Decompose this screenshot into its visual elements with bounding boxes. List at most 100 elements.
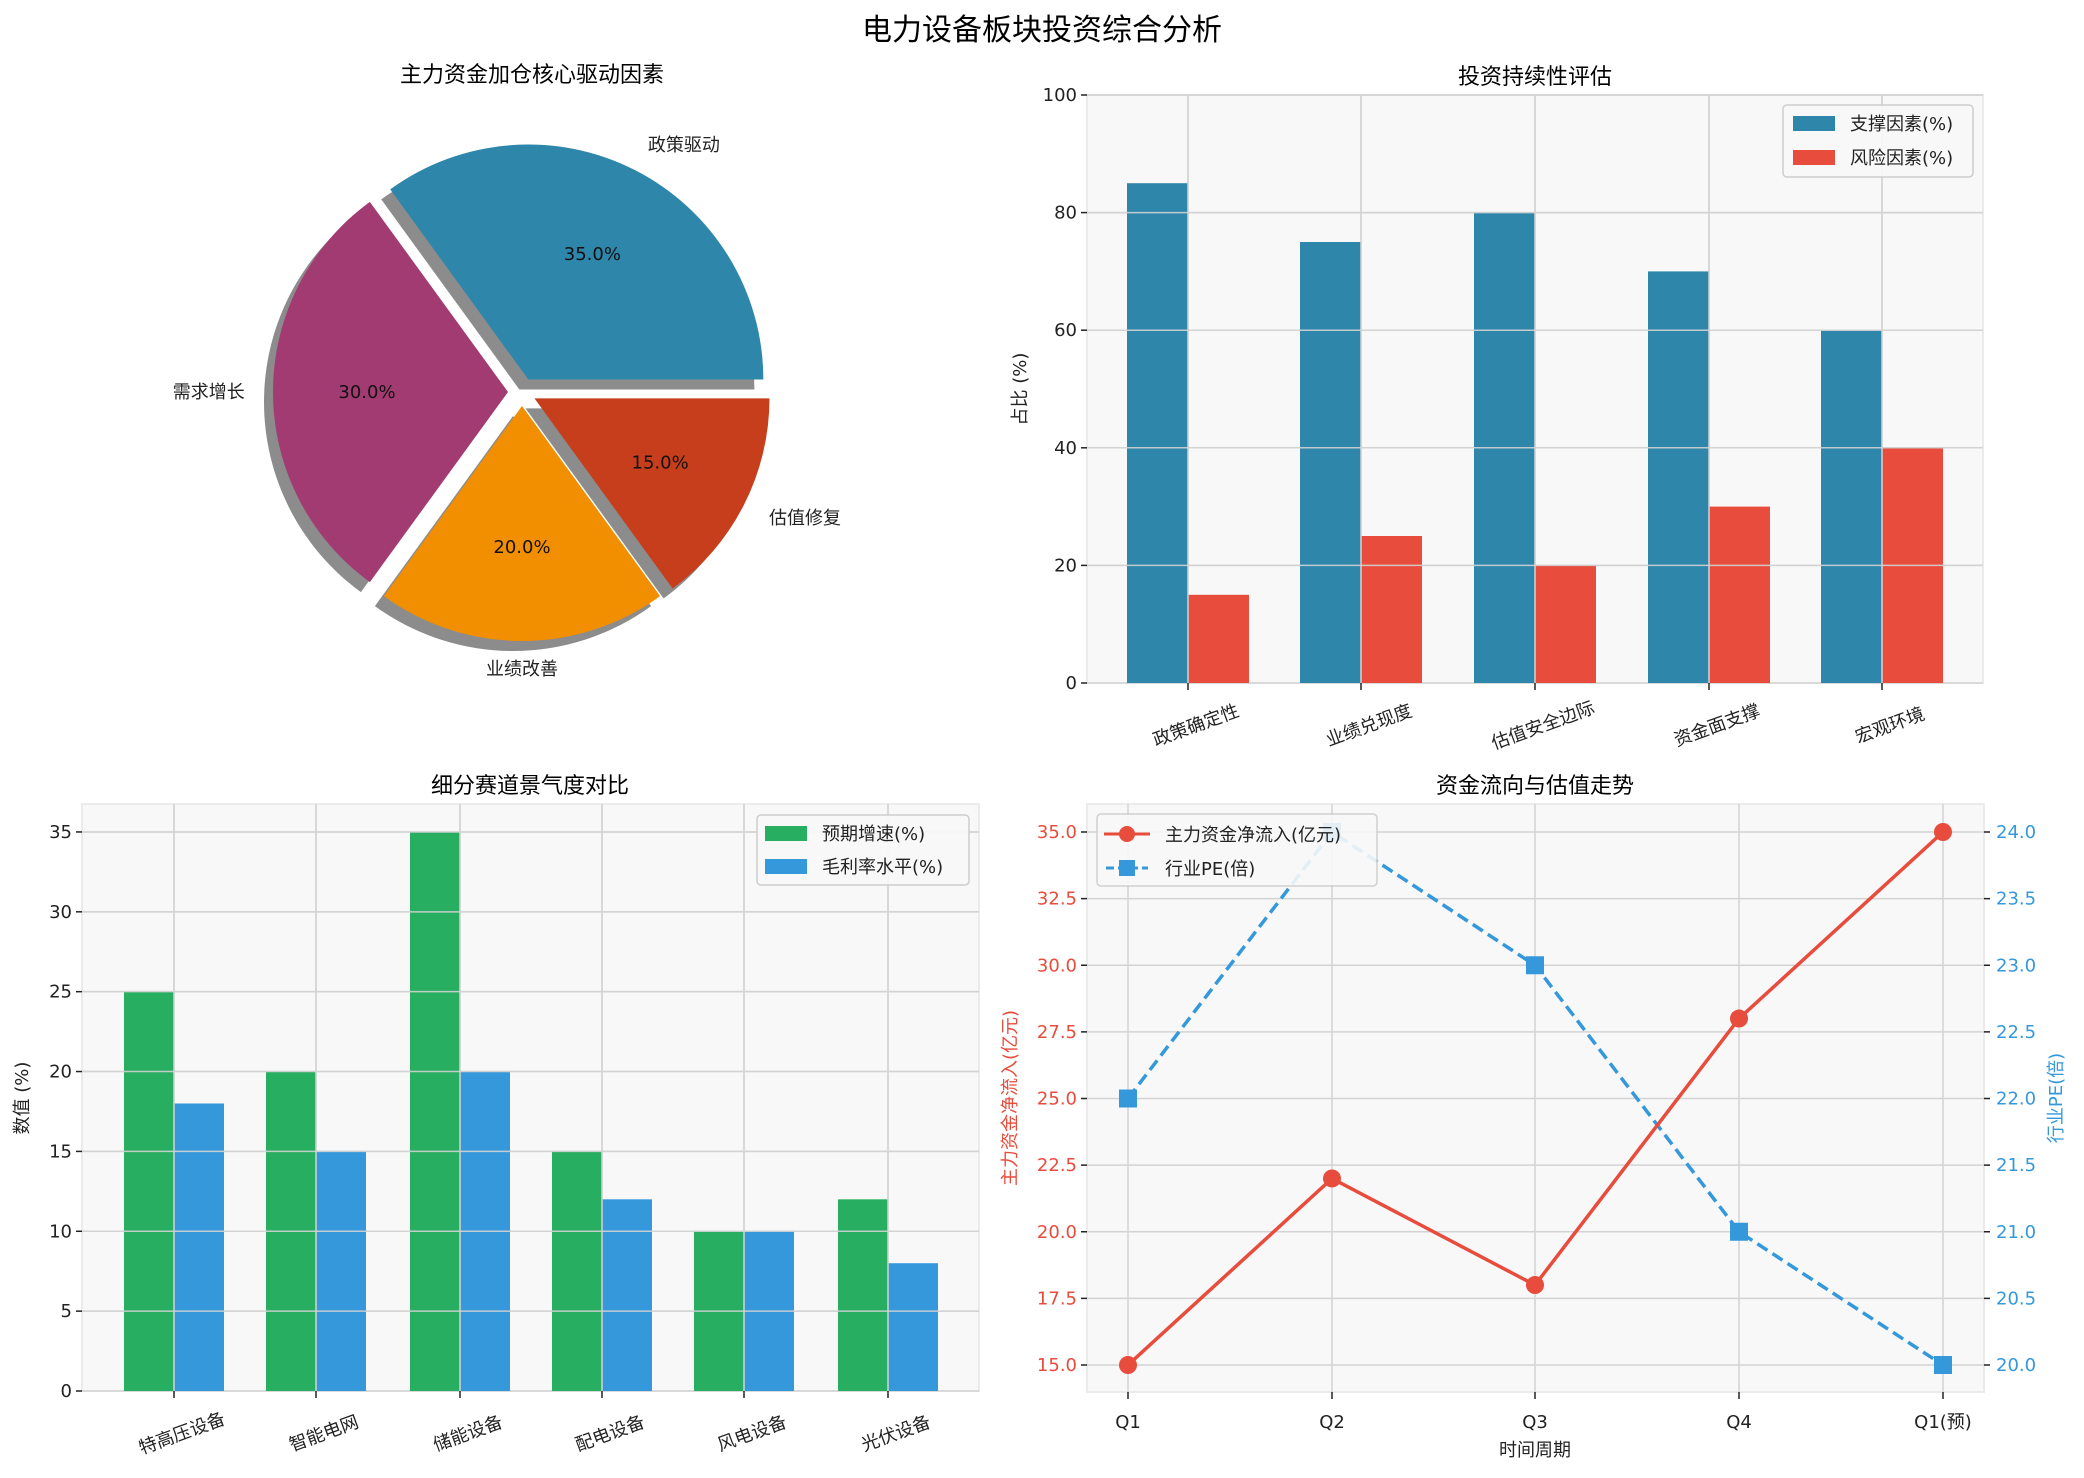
y-right-tick-label: 23.0	[1996, 955, 2036, 976]
y-tick-label: 5	[61, 1301, 72, 1322]
pie-slice-3	[534, 398, 770, 589]
y-tick-label: 35	[49, 822, 72, 843]
x-tick-label: Q1	[1115, 1412, 1141, 1433]
pie-category-label: 业绩改善	[486, 659, 558, 680]
y-tick-label: 20	[49, 1062, 72, 1083]
bar	[1361, 536, 1422, 683]
pie-pct-label: 30.0%	[338, 382, 395, 403]
legend-label-pe: 行业PE(倍)	[1165, 859, 1255, 880]
bar	[1648, 271, 1709, 683]
pie-slices	[264, 144, 770, 652]
bar	[602, 1199, 652, 1391]
y-tick-label: 15	[49, 1141, 72, 1162]
bar	[838, 1199, 888, 1391]
pie-slice-2	[383, 406, 661, 642]
x-tick-label: Q4	[1726, 1412, 1752, 1433]
x-tick-label: 业绩兑现度	[1323, 701, 1415, 752]
pie-title: 主力资金加仓核心驱动因素	[400, 63, 664, 88]
line-ylabel-left: 主力资金净流入(亿元)	[1000, 1010, 1021, 1186]
pie-category-label: 政策驱动	[648, 135, 720, 156]
pie-pct-label: 35.0%	[564, 244, 621, 265]
pie-labels: 35.0% 政策驱动 30.0% 需求增长 20.0% 业绩改善 15.0% 估值修复	[173, 135, 841, 680]
y-right-tick-label: 22.5	[1996, 1022, 2036, 1043]
bar	[1709, 506, 1770, 683]
inflow-marker	[1934, 823, 1952, 841]
y-right-tick-label: 22.0	[1996, 1089, 2036, 1110]
bar	[888, 1263, 938, 1391]
y-left-tick-label: 22.5	[1037, 1155, 1077, 1176]
y-left-tick-label: 30.0	[1037, 955, 1077, 976]
y-tick-label: 60	[1054, 320, 1077, 341]
x-tick-label: 资金面支撑	[1671, 701, 1763, 752]
pe-marker	[1934, 1356, 1952, 1374]
bar	[410, 831, 460, 1391]
y-left-tick-label: 32.5	[1037, 889, 1077, 910]
y-tick-label: 10	[49, 1221, 72, 1242]
y-tick-label: 100	[1043, 85, 1077, 106]
y-right-tick-label: 24.0	[1996, 822, 2036, 843]
bar	[1188, 594, 1249, 683]
y-tick-label: 25	[49, 982, 72, 1003]
pie-slice-1	[273, 201, 508, 583]
y-right-tick-label: 20.0	[1996, 1355, 2036, 1376]
inflow-marker	[1730, 1009, 1748, 1028]
bar	[316, 1151, 366, 1391]
x-tick-label: Q3	[1522, 1412, 1548, 1433]
y-right-tick-label: 21.0	[1996, 1222, 2036, 1243]
bar	[552, 1151, 602, 1391]
bar	[1535, 565, 1596, 683]
y-right-tick-label: 20.5	[1996, 1288, 2036, 1309]
y-right-tick-label: 23.5	[1996, 889, 2036, 910]
bar2-plot-area	[81, 803, 980, 1392]
y-tick-label: 80	[1054, 203, 1077, 224]
bar2-ylabel: 数值 (%)	[12, 1062, 33, 1135]
line-title: 资金流向与估值走势	[1436, 774, 1634, 799]
bar	[174, 1103, 224, 1391]
segment-bar-chart: 细分赛道景气度对比 0 5 10 15 20 25 30 35 特高压设备 智能电网 储能设备 配电设…	[12, 774, 980, 1460]
bar2-legend: 预期增速(%) 毛利率水平(%)	[756, 814, 970, 886]
legend-swatch-support	[1793, 116, 1835, 131]
legend-swatch-margin	[765, 859, 807, 874]
x-tick-label: Q1(预)	[1914, 1412, 1972, 1433]
bar2-title: 细分赛道景气度对比	[431, 774, 629, 799]
legend-label-inflow: 主力资金净流入(亿元)	[1165, 825, 1341, 846]
bar	[124, 991, 174, 1391]
x-tick-label: Q2	[1319, 1412, 1345, 1433]
y-left-tick-label: 20.0	[1037, 1222, 1077, 1243]
pie-chart: 主力资金加仓核心驱动因素 35.0% 政策驱动 30.0% 需求增长 20.0% 业绩改善…	[173, 63, 841, 680]
x-tick-label: 智能电网	[287, 1412, 362, 1456]
y-right-tick-label: 21.5	[1996, 1155, 2036, 1176]
y-tick-label: 30	[49, 902, 72, 923]
flow-valuation-line-chart: 资金流向与估值走势 15.0 17.5 20.0 22.5 25.0 27.5 30.0 32…	[1000, 774, 2067, 1461]
bar	[1300, 242, 1361, 683]
x-tick-label: 配电设备	[573, 1412, 648, 1456]
y-tick-label: 20	[1054, 555, 1077, 576]
pe-marker	[1119, 1089, 1137, 1108]
x-tick-label: 储能设备	[431, 1412, 506, 1456]
y-tick-label: 0	[1066, 673, 1077, 694]
line-content: 15.0 17.5 20.0 22.5 25.0 27.5 30.0 32.5 35.0 20.0…	[1037, 804, 2036, 1433]
bar	[1127, 183, 1188, 683]
x-tick-label: 宏观环境	[1853, 704, 1928, 748]
figure-title: 电力设备板块投资综合分析	[862, 13, 1222, 48]
inflow-marker	[1119, 1356, 1137, 1374]
legend-swatch-growth	[765, 826, 807, 841]
pie-pct-label: 20.0%	[493, 537, 550, 558]
line-ylabel-right: 行业PE(倍)	[2046, 1053, 2067, 1143]
legend-swatch-risk	[1793, 150, 1835, 165]
bar1-title: 投资持续性评估	[1458, 65, 1612, 90]
pie-category-label: 需求增长	[173, 382, 245, 403]
y-left-tick-label: 25.0	[1037, 1089, 1077, 1110]
bar	[1821, 330, 1882, 683]
y-left-tick-label: 17.5	[1037, 1288, 1077, 1309]
legend-marker-inflow	[1119, 826, 1135, 842]
y-tick-label: 0	[61, 1381, 72, 1402]
x-tick-label: 特高压设备	[136, 1409, 228, 1460]
pie-category-label: 估值修复	[769, 508, 841, 529]
pie-slice-0	[390, 144, 764, 380]
legend-marker-pe	[1119, 860, 1135, 876]
legend-label-risk: 风险因素(%)	[1850, 148, 1953, 169]
pe-marker	[1730, 1222, 1748, 1241]
inflow-marker	[1526, 1276, 1544, 1295]
